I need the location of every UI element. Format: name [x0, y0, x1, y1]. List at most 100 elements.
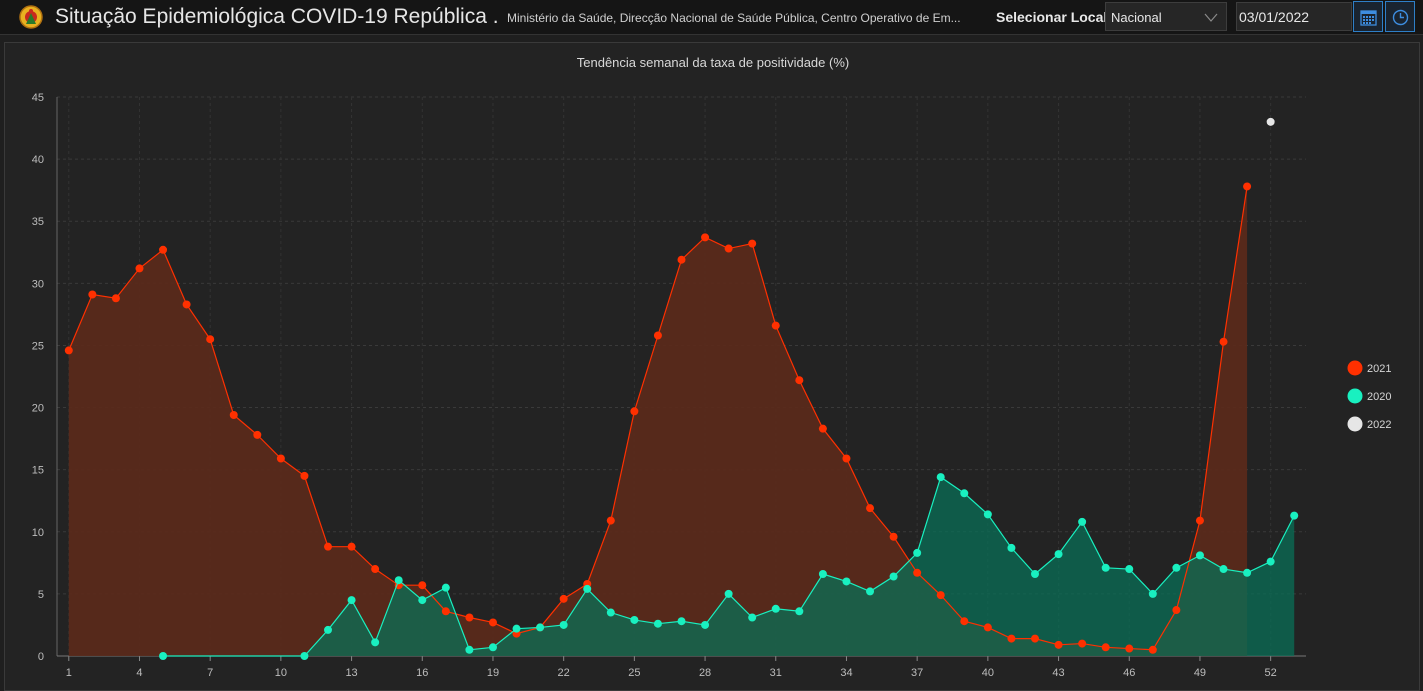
x-tick-label: 13 [345, 667, 357, 679]
data-point-2020 [1007, 543, 1016, 552]
data-point-2021 [64, 346, 73, 355]
date-input[interactable]: 03/01/2022 [1236, 2, 1352, 31]
app-title: Situação Epidemiológica COVID-19 Repúbli… [55, 5, 500, 28]
data-point-2020 [701, 620, 710, 629]
data-point-2021 [1148, 645, 1157, 654]
data-point-2020 [488, 643, 497, 652]
data-point-2020 [418, 596, 427, 605]
x-tick-label: 22 [558, 667, 570, 679]
x-tick-label: 34 [840, 667, 852, 679]
y-tick-label: 15 [32, 465, 44, 477]
data-point-2021 [111, 294, 120, 303]
data-point-2021 [324, 542, 333, 551]
data-point-2021 [1054, 640, 1063, 649]
data-point-2020 [771, 604, 780, 613]
data-point-2020 [371, 638, 380, 647]
time-button[interactable] [1385, 1, 1415, 32]
data-point-2020 [748, 613, 757, 622]
location-select-value: Nacional [1111, 10, 1162, 25]
x-tick-label: 31 [770, 667, 782, 679]
y-tick-label: 5 [38, 589, 44, 601]
y-tick-label: 30 [32, 278, 44, 290]
app-subtitle: Ministério da Saúde, Direcção Nacional d… [507, 11, 961, 25]
data-point-2020 [795, 607, 804, 616]
data-point-2020 [347, 596, 356, 605]
legend-swatch-2020 [1347, 388, 1363, 404]
data-point-2021 [1243, 182, 1252, 191]
chevron-down-icon [1204, 13, 1218, 22]
data-point-2020 [818, 570, 827, 579]
data-point-2021 [677, 255, 686, 264]
data-point-2020 [842, 577, 851, 586]
calendar-icon [1360, 10, 1377, 26]
data-point-2020 [559, 620, 568, 629]
data-point-2021 [748, 239, 757, 248]
data-point-2020 [394, 576, 403, 585]
data-point-2020 [724, 589, 733, 598]
data-point-2020 [1243, 568, 1252, 577]
x-tick-label: 46 [1123, 667, 1135, 679]
data-point-2021 [818, 424, 827, 433]
y-tick-label: 35 [32, 216, 44, 228]
x-tick-label: 43 [1052, 667, 1064, 679]
data-point-2021 [771, 321, 780, 330]
data-point-2021 [1101, 643, 1110, 652]
y-tick-label: 0 [38, 651, 44, 663]
data-point-2020 [324, 625, 333, 634]
data-point-2020 [1078, 517, 1087, 526]
x-tick-label: 28 [699, 667, 711, 679]
y-tick-label: 10 [32, 527, 44, 539]
data-point-2021 [465, 613, 474, 622]
data-point-2020 [936, 473, 945, 482]
data-point-2021 [701, 233, 710, 242]
positivity-rate-chart: 0 5 10 15 20 25 30 35 40 45 1 4 7 10 13 16 19 22 25 28 31 34 3… [32, 92, 1392, 679]
data-point-2021 [488, 618, 497, 627]
data-point-2021 [653, 331, 662, 340]
x-tick-label: 1 [66, 667, 72, 679]
data-point-2020 [1195, 551, 1204, 560]
data-point-2020 [1125, 565, 1134, 574]
data-point-2021 [606, 516, 615, 525]
data-point-2020 [630, 615, 639, 624]
x-tick-label: 10 [275, 667, 287, 679]
date-input-value: 03/01/2022 [1239, 9, 1310, 25]
data-point-2021 [936, 591, 945, 600]
data-point-2021 [347, 542, 356, 551]
data-point-2020 [677, 617, 686, 626]
data-point-2021 [983, 623, 992, 632]
legend-label-2021: 2021 [1367, 363, 1391, 375]
calendar-button[interactable] [1353, 1, 1383, 32]
data-point-2021 [88, 290, 97, 299]
data-point-2020 [300, 652, 309, 660]
data-point-2020 [159, 652, 168, 660]
data-point-2021 [630, 407, 639, 416]
legend-label-2022: 2022 [1367, 419, 1391, 431]
select-location-label: Selecionar Local [996, 9, 1108, 25]
data-point-2020 [1054, 550, 1063, 559]
data-point-2021 [135, 264, 144, 273]
data-point-2021 [724, 244, 733, 253]
data-point-2021 [1078, 639, 1087, 648]
x-tick-label: 37 [911, 667, 923, 679]
data-point-2021 [159, 245, 168, 254]
data-point-2021 [1172, 606, 1181, 615]
data-point-2020 [1030, 570, 1039, 579]
x-tick-label: 19 [487, 667, 499, 679]
data-point-2020 [653, 619, 662, 628]
data-point-2021 [371, 565, 380, 574]
data-point-2021 [795, 376, 804, 385]
data-point-2020 [583, 584, 592, 593]
x-tick-label: 52 [1265, 667, 1277, 679]
legend-swatch-2022 [1347, 416, 1363, 432]
data-point-2020 [960, 489, 969, 498]
data-point-2020 [1148, 589, 1157, 598]
data-point-2020 [1266, 557, 1275, 566]
y-tick-label: 40 [32, 154, 44, 166]
data-point-2020 [913, 548, 922, 557]
data-point-2021 [1007, 634, 1016, 643]
data-point-2020 [441, 583, 450, 592]
data-point-2021 [1030, 634, 1039, 643]
data-point-2020 [1172, 563, 1181, 572]
location-select[interactable]: Nacional [1105, 2, 1227, 31]
data-point-2020 [536, 623, 545, 632]
